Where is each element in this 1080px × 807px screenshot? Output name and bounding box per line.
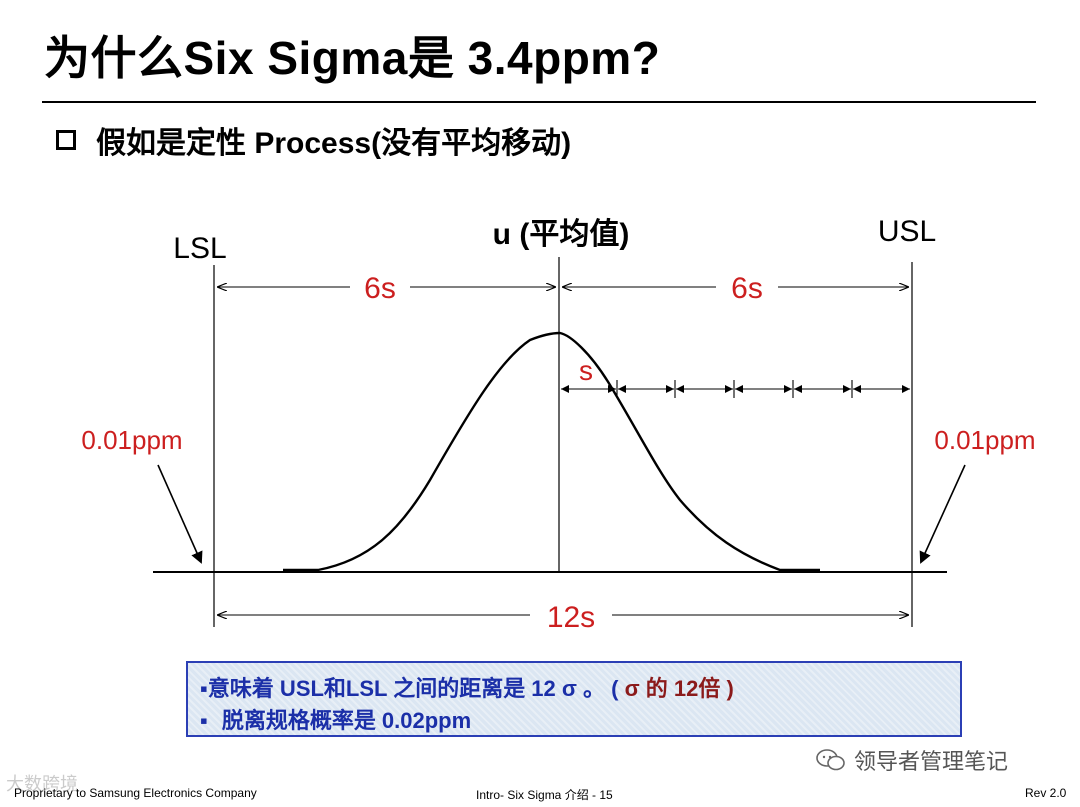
- wechat-icon: [816, 749, 845, 771]
- sigma-segments: [561, 380, 910, 398]
- right-span-label: 6s: [731, 272, 763, 305]
- left-tail-pointer-arrow: [157, 464, 203, 564]
- page-title: 为什么Six Sigma是 3.4ppm?: [44, 32, 661, 84]
- info-line-1-sigma: σ 的 12倍 ): [618, 676, 734, 701]
- mean-label: u (平均值): [493, 218, 630, 251]
- footer-center: Intro- Six Sigma 介绍 - 15: [476, 788, 613, 802]
- footer-right: Rev 2.0: [1025, 786, 1067, 800]
- total-span-label: 12s: [547, 601, 595, 634]
- left-span-label: 6s: [364, 272, 396, 305]
- footer-left: Proprietary to Samsung Electronics Compa…: [14, 786, 257, 800]
- normal-distribution-curve: [283, 331, 820, 572]
- sigma-label: s: [579, 355, 593, 386]
- left-tail-label: 0.01ppm: [81, 425, 182, 455]
- wechat-label: 领导者管理笔记: [854, 749, 1009, 774]
- watermark: 大数跨境: [6, 774, 78, 794]
- summary-info-box: ▪意味着 USL和LSL 之间的距离是 12 σ 。 ( σ 的 12倍 ) ▪…: [186, 661, 962, 737]
- subtitle-row: 假如是定性 Process(没有平均移动): [56, 118, 571, 162]
- info-line-1: ▪意味着 USL和LSL 之间的距离是 12 σ 。 ( σ 的 12倍 ): [200, 671, 734, 703]
- right-tail-label: 0.01ppm: [934, 425, 1035, 455]
- checkbox-bullet-icon: [56, 130, 76, 150]
- title-divider: [42, 101, 1036, 103]
- bullet-icon: ▪: [200, 676, 208, 701]
- right-tail-pointer-arrow: [919, 464, 966, 564]
- usl-label: USL: [878, 215, 936, 248]
- lsl-label: LSL: [173, 232, 226, 265]
- wechat-account-badge: 领导者管理笔记: [816, 744, 1008, 776]
- info-line-2: ▪ 脱离规格概率是 0.02ppm: [200, 703, 471, 735]
- info-line-2-text: 脱离规格概率是 0.02ppm: [221, 708, 472, 733]
- info-line-1-text: 意味着 USL和LSL 之间的距离是 12 σ 。 (: [207, 676, 619, 701]
- bullet-icon: ▪: [200, 708, 208, 733]
- subtitle-text: 假如是定性 Process(没有平均移动): [96, 127, 572, 160]
